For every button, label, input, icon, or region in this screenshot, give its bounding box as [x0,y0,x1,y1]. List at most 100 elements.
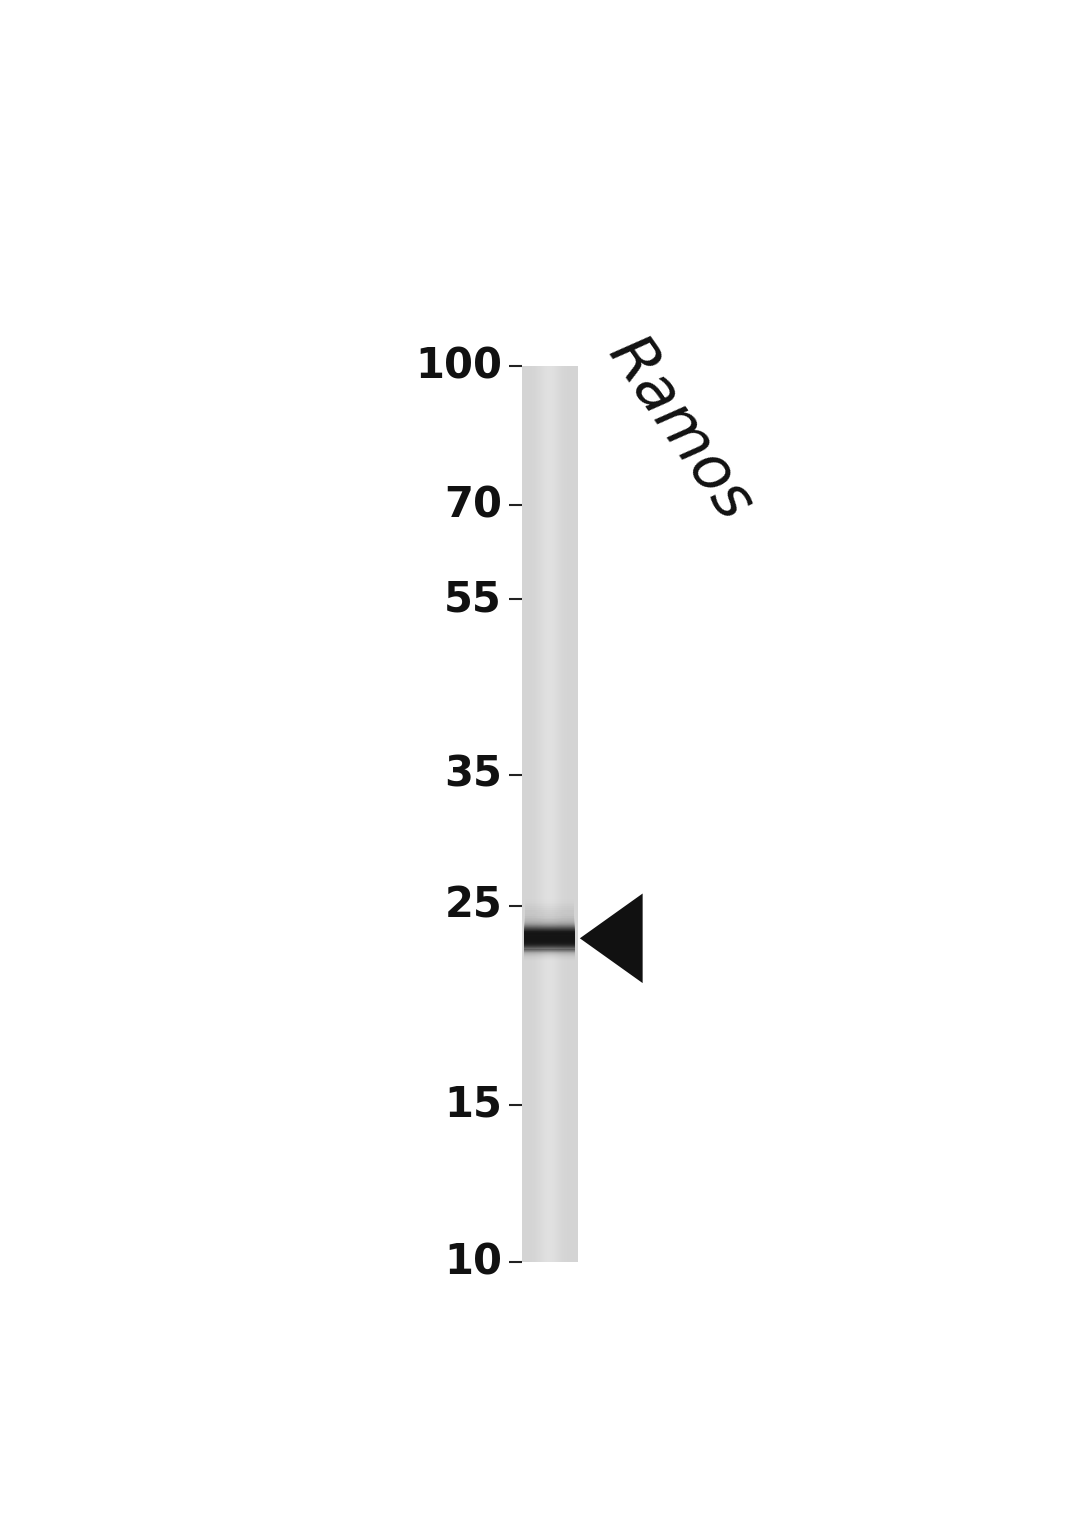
Bar [525,929,573,939]
Bar [530,366,531,1263]
Bar [568,366,569,1263]
Bar [556,366,557,1263]
Bar [534,366,536,1263]
Bar [527,366,529,1263]
Bar [524,917,575,920]
Bar [524,920,575,923]
Bar [571,366,573,1263]
Bar [524,940,575,943]
Bar [564,366,566,1263]
Bar [525,903,573,912]
Bar [525,897,573,906]
Bar [542,366,543,1263]
Bar [525,916,573,925]
Bar [553,366,555,1263]
Bar [525,906,573,916]
Bar [572,366,575,1263]
Bar [525,917,573,926]
Bar [561,366,562,1263]
Bar [559,366,562,1263]
Bar [525,908,573,917]
Bar [524,923,575,928]
Bar [524,935,575,939]
Bar [525,925,573,934]
Bar [537,366,538,1263]
Bar [525,366,526,1263]
Bar [524,928,575,931]
Bar [524,919,575,922]
Bar [575,366,576,1263]
Text: 15: 15 [444,1084,502,1125]
Bar [524,942,575,945]
Bar [524,955,575,958]
Bar [524,945,575,949]
Bar [538,366,540,1263]
Bar [570,366,572,1263]
Bar [524,929,575,932]
Bar [546,366,549,1263]
Bar [532,366,535,1263]
Bar [552,366,554,1263]
Bar [576,366,577,1263]
Bar [524,951,575,954]
Bar [524,925,575,928]
Bar [524,937,575,942]
Bar [555,366,556,1263]
Bar [524,948,575,952]
Bar [524,934,575,937]
Bar [548,366,550,1263]
Text: 35: 35 [444,753,502,796]
Bar [576,366,578,1263]
Bar [524,934,575,939]
Bar [528,366,530,1263]
Bar [525,922,573,931]
Bar [524,946,575,949]
Bar [550,366,551,1263]
Bar [524,942,575,945]
Bar [569,366,571,1263]
Bar [538,366,539,1263]
Bar [524,366,525,1263]
Text: 55: 55 [444,579,502,620]
Bar [524,937,575,940]
Bar [539,366,541,1263]
Bar [544,366,546,1263]
Bar [525,932,573,942]
Bar [569,366,570,1263]
Bar [524,926,575,929]
Bar [551,366,553,1263]
Bar [536,366,537,1263]
Bar [544,366,545,1263]
Text: 70: 70 [444,484,502,527]
Bar [563,366,565,1263]
Bar [557,366,559,1263]
Bar [529,366,530,1263]
Bar [524,949,575,952]
Bar [524,951,575,955]
Bar [524,920,575,925]
Bar [525,900,573,911]
Bar [522,366,524,1263]
Bar [525,899,573,908]
Bar [563,366,564,1263]
Bar [525,926,573,937]
Bar [524,954,575,957]
Bar [567,366,568,1263]
Bar [525,920,573,929]
Bar [525,914,573,923]
Bar [549,366,550,1263]
Bar [540,366,542,1263]
Bar [524,958,575,961]
Bar [524,939,575,942]
Bar [566,366,568,1263]
Bar [565,366,567,1263]
Polygon shape [580,894,643,983]
Bar [573,366,575,1263]
Bar [525,366,527,1263]
Bar [524,931,575,935]
Bar [524,917,575,922]
Bar [543,366,544,1263]
Bar [525,905,573,914]
Bar [524,923,575,926]
Bar [524,943,575,946]
